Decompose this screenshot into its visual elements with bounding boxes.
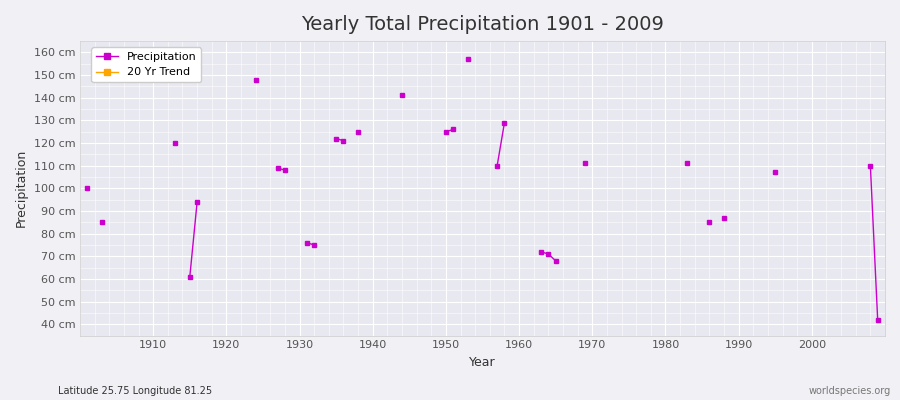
Legend: Precipitation, 20 Yr Trend: Precipitation, 20 Yr Trend bbox=[92, 47, 202, 82]
X-axis label: Year: Year bbox=[469, 356, 496, 369]
Y-axis label: Precipitation: Precipitation bbox=[15, 149, 28, 228]
Text: worldspecies.org: worldspecies.org bbox=[809, 386, 891, 396]
Text: Latitude 25.75 Longitude 81.25: Latitude 25.75 Longitude 81.25 bbox=[58, 386, 212, 396]
Title: Yearly Total Precipitation 1901 - 2009: Yearly Total Precipitation 1901 - 2009 bbox=[302, 15, 664, 34]
